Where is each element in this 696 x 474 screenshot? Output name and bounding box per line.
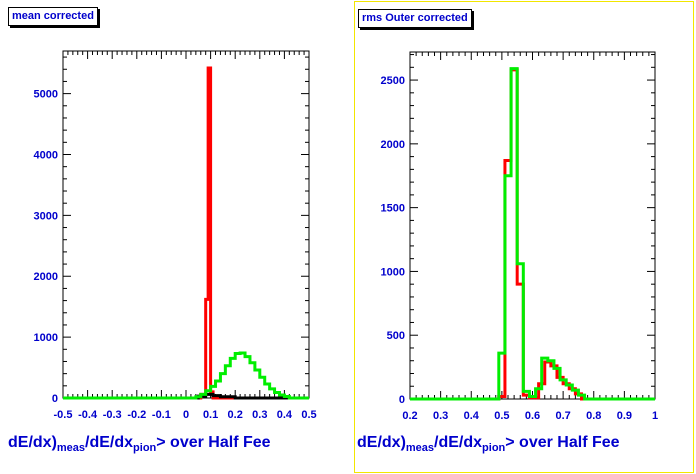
right-x-tick-label: 0.2: [402, 410, 417, 422]
left-x-tick-label: 0.4: [277, 409, 293, 421]
right-x-tick-label: 0.3: [433, 410, 448, 422]
right-y-tick-label: 2500: [381, 75, 405, 87]
right-xlabel-sub-1: meas: [405, 442, 435, 454]
left-title: mean corrected: [12, 10, 94, 22]
left-x-tick-label: 0.1: [203, 409, 218, 421]
left-x-axis-title: dE/dx)meas/dE/dxpion> over Half Fee: [8, 434, 271, 454]
right-y-tick-label: 1500: [381, 203, 405, 215]
right-y-tick-label: 2000: [381, 139, 405, 151]
right-title: rms Outer corrected: [362, 12, 468, 24]
left-x-tick-label: 0.5: [301, 409, 316, 421]
left-xlabel-part-2: /dE/dx: [85, 434, 134, 451]
right-x-tick-label: 0.9: [617, 410, 632, 422]
right-frame: [409, 51, 656, 400]
left-y-tick-label: 4000: [34, 149, 58, 161]
right-y-tick-label: 1000: [381, 266, 405, 278]
left-x-tick-label: -0.5: [54, 409, 73, 421]
right-series-1: [410, 68, 655, 401]
left-xlabel-sub-1: meas: [56, 442, 86, 454]
left-x-tick-label: 0: [183, 409, 189, 421]
right-x-tick-label: 0.6: [525, 410, 540, 422]
left-xlabel-sub-2: pion: [133, 442, 157, 454]
right-series-2: [410, 67, 655, 401]
right-x-tick-label: 0.7: [555, 410, 570, 422]
left-y-tick-label: 5000: [34, 89, 58, 101]
right-histogram: 0.2 0.3 0.4 0.5 0.6 0.7 0.8 0.9 1 0 500 1000 1500 200…: [381, 51, 658, 422]
right-xlabel-part-1: dE/dx): [357, 434, 406, 451]
left-x-tick-label: -0.4: [78, 409, 98, 421]
left-y-tick-label: 3000: [34, 210, 58, 222]
left-series-1: [63, 66, 309, 400]
left-title-box: mean corrected: [8, 7, 98, 26]
left-x-tick-label: -0.2: [127, 409, 146, 421]
left-x-tick-label: 0.3: [252, 409, 267, 421]
right-pad: 0.2 0.3 0.4 0.5 0.6 0.7 0.8 0.9 1 0 500 1000 1500 200…: [354, 1, 694, 473]
left-x-tick-label: -0.3: [103, 409, 122, 421]
right-y-tick-label: 500: [387, 330, 405, 342]
left-series-3: [63, 351, 309, 400]
left-frame: [62, 50, 310, 399]
left-y-tick-label: 0: [52, 393, 58, 405]
right-title-box: rms Outer corrected: [358, 9, 472, 28]
right-x-tick-label: 0.4: [464, 410, 480, 422]
right-xlabel-sub-2: pion: [482, 442, 506, 454]
left-xlabel-part-3: > over Half Fee: [156, 434, 271, 451]
right-xlabel-part-3: > over Half Fee: [505, 434, 620, 451]
left-histogram: -0.5 -0.4 -0.3 -0.2 -0.1 0 0.1 0.2 0.3 0.4 0.5 0 100…: [34, 50, 317, 421]
right-x-tick-label: 0.5: [494, 410, 509, 422]
left-x-tick-label: -0.1: [152, 409, 171, 421]
right-x-axis-title: dE/dx)meas/dE/dxpion> over Half Fee: [357, 434, 620, 454]
left-x-tick-label: 0.2: [228, 409, 243, 421]
left-xlabel-part-1: dE/dx): [8, 434, 57, 451]
right-y-tick-label: 0: [399, 394, 405, 406]
right-x-tick-label: 0.8: [586, 410, 601, 422]
left-pad: -0.5 -0.4 -0.3 -0.2 -0.1 0 0.1 0.2 0.3 0.4 0.5 0 100…: [0, 0, 346, 474]
right-x-tick-label: 1: [652, 410, 658, 422]
right-xlabel-part-2: /dE/dx: [434, 434, 483, 451]
left-y-tick-label: 2000: [34, 271, 58, 283]
left-y-tick-label: 1000: [34, 332, 58, 344]
